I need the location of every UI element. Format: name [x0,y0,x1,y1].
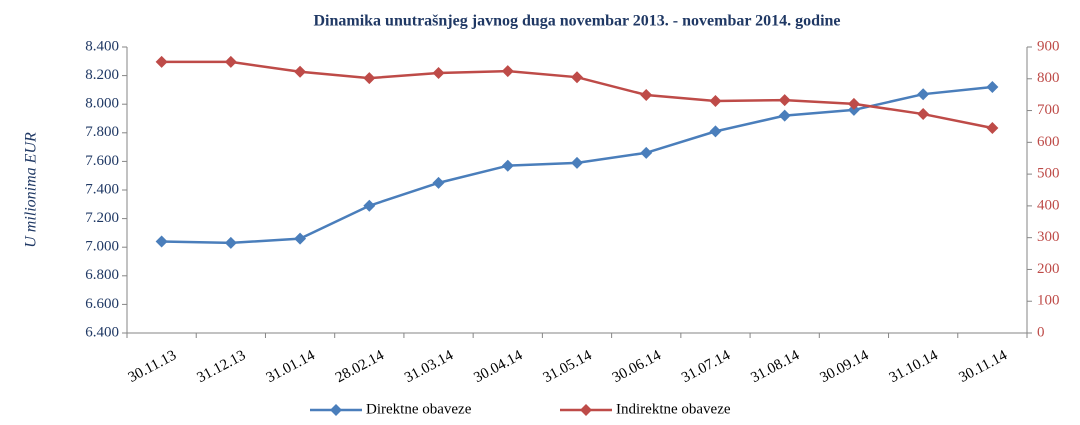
x-tick-label: 31.05.14 [541,347,595,386]
point [571,71,583,84]
y2-tick-label: 900 [1037,38,1060,54]
point [778,109,791,122]
x-tick-label: 30.11.13 [126,347,179,386]
y-tick-label: 7.400 [85,181,119,197]
point [432,176,445,189]
y-tick-label: 8.400 [85,38,119,54]
y-tick-label: 7.800 [85,124,119,140]
point [640,88,653,101]
chart-title: Dinamika unutrašnjeg javnog duga novemba… [313,13,840,30]
x-tick-label: 31.01.14 [264,347,318,386]
x-tick-label: 30.11.14 [956,347,1010,386]
point [778,94,791,107]
point [709,125,722,138]
point [847,97,860,110]
point [986,122,999,135]
x-tick-label: 31.07.14 [679,347,733,386]
y2-tick-label: 400 [1037,197,1060,213]
legend-marker [580,404,592,416]
y-axis-label: U milionima EUR [23,132,40,248]
point [917,88,930,101]
x-tick-label: 31.03.14 [402,347,456,386]
point [155,235,168,248]
y2-tick-label: 100 [1037,293,1060,309]
y-tick-label: 6.800 [85,267,119,283]
point [986,81,999,94]
point [501,159,514,172]
legend-label: Indirektne obaveze [616,401,731,417]
x-tick-label: 30.04.14 [471,347,525,386]
y2-tick-label: 0 [1037,324,1045,340]
point [155,55,168,68]
point [363,199,376,212]
y2-tick-label: 700 [1037,102,1060,118]
y2-tick-label: 300 [1037,229,1060,245]
point [640,146,653,159]
x-tick-label: 28.02.14 [333,347,387,386]
y2-tick-label: 200 [1037,261,1060,277]
point [224,55,237,68]
point [709,95,722,108]
y-tick-label: 8.000 [85,96,119,112]
legend-marker [330,404,342,416]
point [294,232,307,245]
point [224,236,237,249]
y-tick-label: 7.000 [85,239,119,255]
point [363,72,376,85]
y2-tick-label: 600 [1037,134,1060,150]
point [294,65,307,78]
point [501,65,514,78]
y-tick-label: 7.600 [85,153,119,169]
x-tick-label: 30.06.14 [610,347,664,386]
x-tick-label: 31.12.13 [194,347,248,386]
point [917,108,930,121]
x-tick-label: 31.08.14 [748,347,802,386]
y-tick-label: 6.600 [85,296,119,312]
y2-tick-label: 500 [1037,166,1060,182]
y-tick-label: 7.200 [85,210,119,226]
y-tick-label: 6.400 [85,324,119,340]
x-tick-label: 30.09.14 [818,347,872,386]
point [847,103,860,116]
point [432,67,445,80]
y-tick-label: 8.200 [85,67,119,83]
legend-label: Direktne obaveze [366,401,472,417]
x-tick-label: 31.10.14 [887,347,941,386]
point [571,156,583,169]
y2-tick-label: 800 [1037,70,1060,86]
